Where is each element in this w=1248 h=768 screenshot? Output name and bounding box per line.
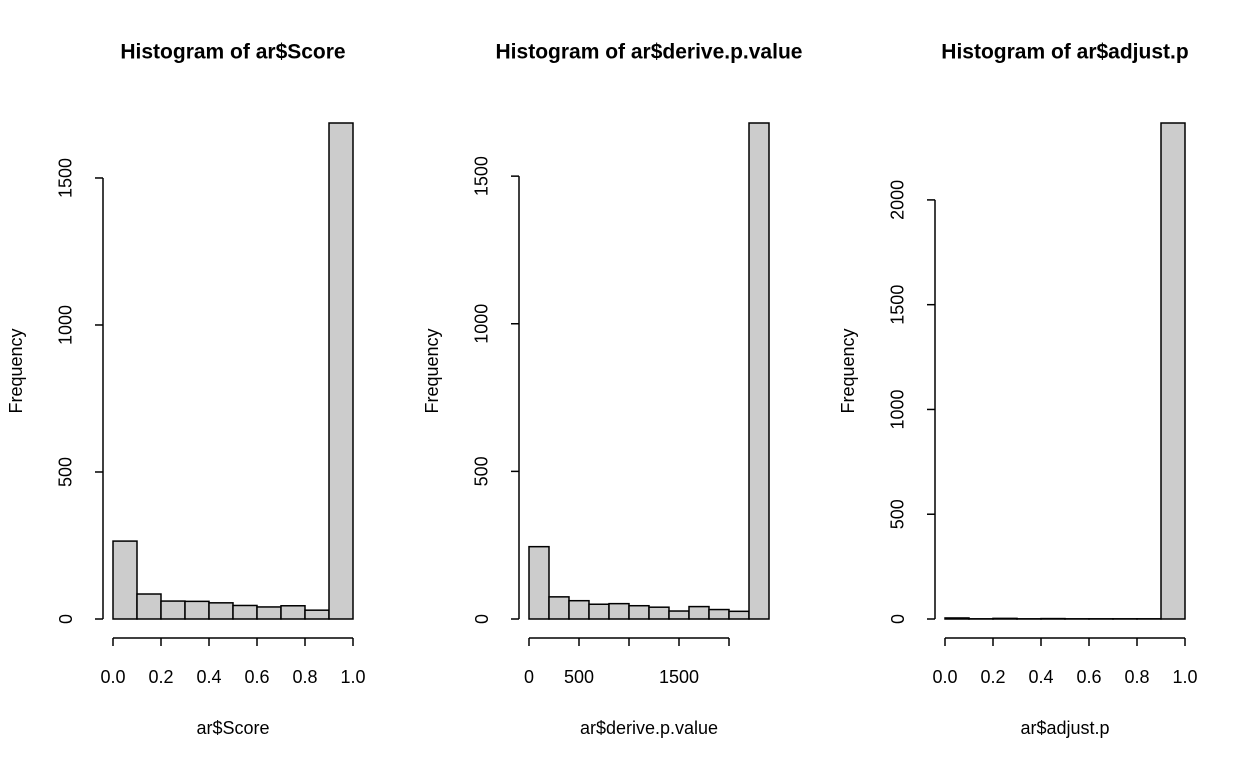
x-tick-label: 0.4: [1028, 667, 1053, 687]
bar: [304, 609, 330, 620]
y-tick-label: 500: [472, 456, 492, 486]
x-tick-label: 1500: [659, 667, 699, 687]
x-tick-label: 0: [524, 667, 534, 687]
chart-title: Histogram of ar$Score: [120, 41, 345, 64]
x-axis-label: ar$derive.p.value: [580, 718, 718, 738]
bar: [136, 593, 162, 620]
chart-title: Histogram of ar$adjust.p: [941, 41, 1188, 64]
bar: [1160, 122, 1186, 620]
x-axis-label: ar$adjust.p: [1020, 718, 1109, 738]
y-tick-label: 1500: [472, 156, 492, 196]
x-tick-label: 0.2: [980, 667, 1005, 687]
bar: [688, 605, 710, 620]
x-tick-label: 0.6: [244, 667, 269, 687]
bar: [944, 617, 970, 620]
x-tick-label: 500: [564, 667, 594, 687]
bar: [992, 617, 1018, 620]
y-tick-label: 0: [56, 614, 76, 624]
x-tick-label: 1.0: [1172, 667, 1197, 687]
bar: [112, 540, 138, 620]
x-tick-label: 0.2: [148, 667, 173, 687]
y-tick-label: 1500: [888, 285, 908, 325]
chart-title: Histogram of ar$derive.p.value: [496, 41, 803, 64]
x-tick-label: 0.0: [100, 667, 125, 687]
y-tick-label: 0: [888, 614, 908, 624]
bar: [728, 610, 750, 620]
bar: [668, 610, 690, 620]
y-tick-label: 1000: [888, 389, 908, 429]
bar: [280, 605, 306, 620]
y-tick-label: 0: [472, 614, 492, 624]
bar: [568, 599, 590, 620]
y-tick-label: 1000: [472, 304, 492, 344]
bar: [528, 545, 550, 620]
x-tick-label: 0.4: [196, 667, 221, 687]
bar: [548, 596, 570, 620]
y-axis-label: Frequency: [422, 328, 442, 413]
bar: [232, 604, 258, 620]
bar: [184, 600, 210, 620]
y-tick-label: 1000: [56, 305, 76, 345]
x-axis-label: ar$Score: [196, 718, 269, 738]
bar: [628, 604, 650, 620]
bar: [256, 606, 282, 620]
bar: [208, 602, 234, 620]
x-tick-label: 1.0: [340, 667, 365, 687]
bar: [328, 122, 354, 620]
y-axis-label: Frequency: [838, 328, 858, 413]
bar: [748, 122, 770, 620]
y-tick-label: 500: [888, 499, 908, 529]
bar: [708, 608, 730, 620]
bar: [160, 600, 186, 620]
y-tick-label: 500: [56, 457, 76, 487]
x-tick-label: 0.8: [292, 667, 317, 687]
x-tick-label: 0.8: [1124, 667, 1149, 687]
bar: [608, 602, 630, 620]
x-tick-label: 0.0: [932, 667, 957, 687]
bar: [588, 603, 610, 620]
x-tick-label: 0.6: [1076, 667, 1101, 687]
y-axis-label: Frequency: [6, 328, 26, 413]
y-tick-label: 1500: [56, 158, 76, 198]
bar: [648, 606, 670, 620]
y-tick-label: 2000: [888, 180, 908, 220]
